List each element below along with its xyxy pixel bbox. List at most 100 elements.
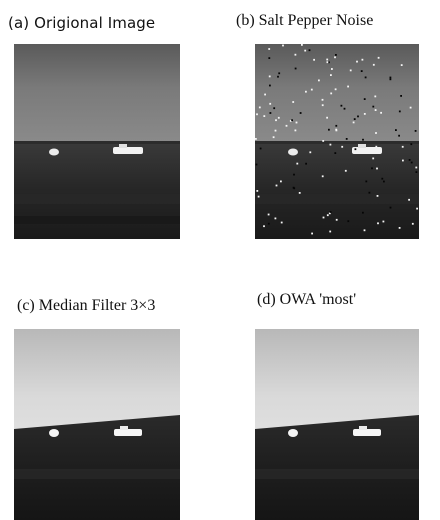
noise-speck [347, 220, 350, 223]
noise-speck [298, 192, 301, 194]
noise-speck [414, 130, 417, 132]
noise-speck [372, 157, 375, 160]
noise-speck [295, 121, 298, 124]
noise-speck [335, 54, 337, 56]
noise-speck [389, 76, 392, 79]
noise-speck [274, 129, 277, 132]
noise-speck [411, 222, 414, 225]
noise-speck [257, 195, 260, 198]
noise-speck [401, 145, 404, 148]
noise-speck [313, 58, 315, 61]
noise-speck [389, 78, 392, 81]
noise-speck [329, 230, 332, 233]
noise-speck [269, 84, 271, 87]
noise-speck [309, 151, 312, 154]
noise-speck [308, 49, 311, 52]
noise-speck [329, 143, 332, 146]
caption-owa: (d) OWA 'most' [257, 291, 357, 308]
noise-speck [372, 105, 375, 108]
noise-speck [395, 129, 397, 131]
noise-speck [402, 159, 404, 162]
noise-speck [326, 61, 329, 64]
noise-speck [256, 113, 258, 116]
noise-speck [321, 104, 324, 107]
noise-speck [381, 177, 384, 180]
noise-speck [415, 166, 418, 169]
caption-noisy: (b) Salt Pepper Noise [236, 12, 374, 29]
noise-speck [335, 218, 338, 221]
noise-speck [255, 138, 257, 140]
noise-speck [357, 115, 359, 118]
noise-speck [364, 76, 367, 79]
noise-speck [294, 129, 297, 132]
noise-speck [376, 195, 379, 197]
noise-speck [330, 74, 332, 76]
noise-speck [331, 68, 333, 70]
noise-speck [334, 56, 336, 59]
noise-speck [294, 67, 297, 70]
noise-speck [363, 229, 366, 232]
noise-speck [292, 101, 295, 103]
noise-speck [294, 53, 297, 56]
noise-speck [377, 222, 379, 225]
original-image [14, 44, 180, 239]
noise-speck [311, 232, 313, 235]
noise-speck [368, 191, 371, 194]
noise-speck [329, 211, 332, 213]
noise-speck [274, 217, 277, 220]
noise-speck [268, 57, 271, 59]
noise-speck [328, 61, 330, 64]
noise-speck [415, 171, 418, 173]
noise-speck [321, 175, 324, 178]
noise-speck [282, 44, 284, 47]
noise-speck [258, 106, 261, 109]
noise-speck [275, 184, 278, 187]
noise-speck [377, 56, 380, 59]
noise-speck [349, 69, 352, 72]
noise-speck [267, 222, 270, 225]
noise-speck [328, 212, 331, 215]
noise-speck [371, 167, 373, 170]
noise-speck [292, 186, 295, 189]
noise-speck [321, 98, 324, 101]
salt-pepper-image [255, 44, 419, 239]
noise-speck [263, 115, 266, 117]
noise-speck [296, 162, 299, 165]
noise-speck [322, 216, 325, 219]
noise-speck [363, 113, 366, 115]
noise-speck [268, 48, 271, 50]
noise-speck [361, 58, 364, 61]
noise-speck [354, 148, 357, 151]
noise-speck [389, 206, 392, 209]
noise-speck [375, 145, 378, 148]
noise-speck [376, 167, 378, 170]
noise-speck [326, 58, 329, 61]
noise-speck [374, 95, 377, 98]
noise-speck [255, 163, 258, 166]
noise-speck [398, 134, 400, 137]
noise-speck [267, 213, 270, 216]
noise-speck [383, 180, 385, 183]
noise-speck [280, 180, 282, 183]
noise-speck [330, 92, 333, 95]
caption-median: (c) Median Filter 3×3 [17, 297, 156, 314]
noise-speck [353, 118, 356, 120]
noise-speck [277, 116, 280, 119]
caption-original: (a) Origional Image [8, 14, 156, 32]
noise-speck [408, 159, 411, 161]
noise-speck [334, 152, 337, 154]
noise-speck [380, 111, 382, 114]
noise-speck [264, 93, 266, 96]
noise-speck [269, 102, 272, 105]
noise-speck [416, 207, 418, 210]
noise-speck [289, 120, 292, 122]
noise-speck [335, 129, 338, 132]
noise-speck [382, 220, 385, 223]
noise-speck [273, 107, 276, 110]
noise-speck [409, 106, 412, 109]
noise-speck [360, 70, 363, 72]
noise-speck [408, 198, 410, 201]
noise-speck [340, 104, 343, 107]
noise-speck [374, 109, 377, 111]
noise-speck [269, 112, 272, 114]
